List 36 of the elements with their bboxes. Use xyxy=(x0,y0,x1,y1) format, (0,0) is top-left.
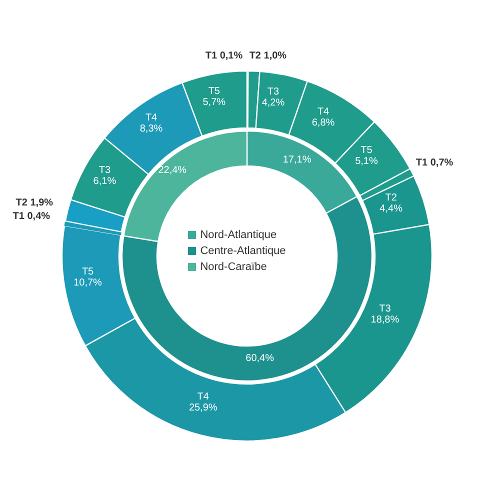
data-label: 18,8% xyxy=(370,314,400,326)
slice-label: T3 xyxy=(379,304,392,315)
slice-label: T4 xyxy=(145,112,158,124)
data-label: 4,4% xyxy=(380,203,403,214)
data-label: 5,1% xyxy=(355,156,378,168)
data-label: 6,1% xyxy=(93,176,116,187)
slice-label: T5 xyxy=(82,266,94,278)
data-label: 1,9% xyxy=(30,197,54,208)
slice-label: T4 xyxy=(197,392,210,403)
slice-label: T5 xyxy=(360,145,373,156)
slice-label: T4 xyxy=(317,106,330,118)
data-label: 4,2% xyxy=(262,98,285,109)
data-label: 0,4% xyxy=(27,211,50,222)
slice-label: T3 xyxy=(98,164,111,176)
data-label: 1,0% xyxy=(264,50,287,62)
slice-label: T2 xyxy=(249,50,262,62)
slice-label: T1 xyxy=(416,157,428,168)
data-label: 25,9% xyxy=(188,402,218,414)
data-label: 6,8% xyxy=(312,117,335,128)
legend-label: Centre-Atlantique xyxy=(200,245,286,257)
data-label: 0,7% xyxy=(430,157,454,168)
legend-label: Nord-Caraïbe xyxy=(200,261,267,273)
slice-label: T2 xyxy=(385,192,398,204)
slice-label: T2 xyxy=(16,197,28,208)
slice-label: T5 xyxy=(208,86,220,97)
data-label: 17,1% xyxy=(282,154,312,166)
slice-label: T3 xyxy=(267,86,280,98)
data-label: 10,7% xyxy=(74,278,102,289)
data-label: 22,4% xyxy=(158,165,187,176)
data-label: 60,4% xyxy=(246,353,274,364)
data-label: 5,7% xyxy=(202,97,226,108)
slice-label: T1 xyxy=(205,50,218,62)
slice-label: T1 xyxy=(12,211,24,222)
legend-label: Nord-Atlantique xyxy=(200,229,277,241)
data-label: 8,3% xyxy=(140,123,163,134)
data-label: 0,1% xyxy=(220,50,243,62)
